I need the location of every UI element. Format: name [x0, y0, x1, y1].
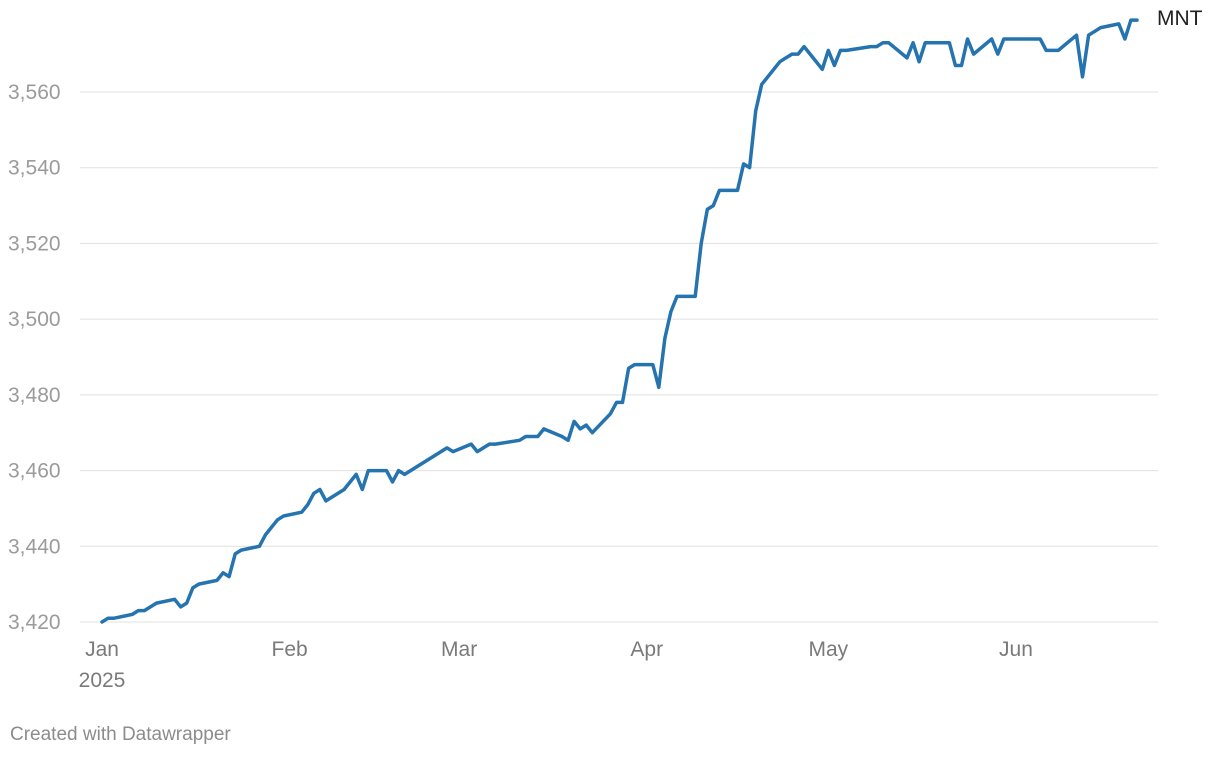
y-tick-label: 3,440: [8, 535, 61, 558]
y-tick-label: 3,460: [8, 460, 61, 483]
y-tick-label: 3,560: [8, 81, 61, 104]
series-label: MNT: [1157, 7, 1203, 30]
y-tick-label: 3,420: [8, 611, 61, 634]
y-tick-label: 3,480: [8, 384, 61, 407]
grid-lines: [80, 91, 1158, 623]
credit-text: Created with Datawrapper: [10, 724, 231, 745]
x-tick-sublabel: 2025: [79, 669, 126, 692]
y-tick-label: 3,500: [8, 308, 61, 331]
y-tick-label: 3,520: [8, 232, 61, 255]
x-tick-label: Jun: [999, 638, 1033, 661]
x-axis-ticks: Jan 2025 Feb Mar Apr May Jun: [79, 638, 1033, 692]
series-line: [100, 18, 1139, 624]
x-tick-label: Apr: [630, 638, 663, 661]
series-group: MNT: [100, 7, 1203, 624]
y-axis-ticks: 3,420 3,440 3,460 3,480 3,500 3,520 3,540 3,560: [8, 81, 61, 634]
x-tick-label: Mar: [441, 638, 477, 661]
y-tick-label: 3,540: [8, 157, 61, 180]
x-tick-label: Feb: [272, 638, 308, 661]
x-tick-label: May: [808, 638, 848, 661]
x-tick-label: Jan: [85, 638, 119, 661]
